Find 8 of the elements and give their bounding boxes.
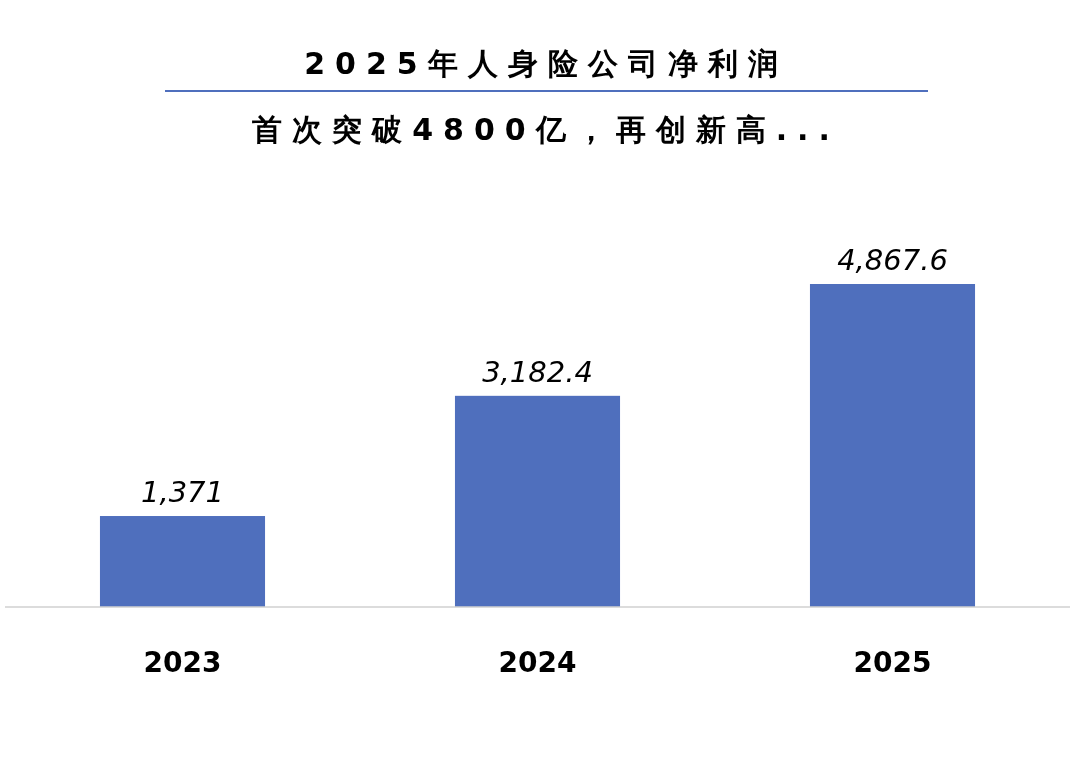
x-tick-label: 2024 <box>498 646 577 679</box>
data-label: 1,371 <box>140 475 225 510</box>
data-label: 3,182.4 <box>482 354 593 389</box>
chart-title: 2025年人身险公司净利润 <box>304 46 788 81</box>
x-tick-label: 2025 <box>853 646 932 679</box>
data-label: 4,867.6 <box>837 243 948 277</box>
x-tick-label: 2023 <box>143 646 222 679</box>
chart-subtitle: 首次突破4800亿，再创新高... <box>252 112 840 147</box>
